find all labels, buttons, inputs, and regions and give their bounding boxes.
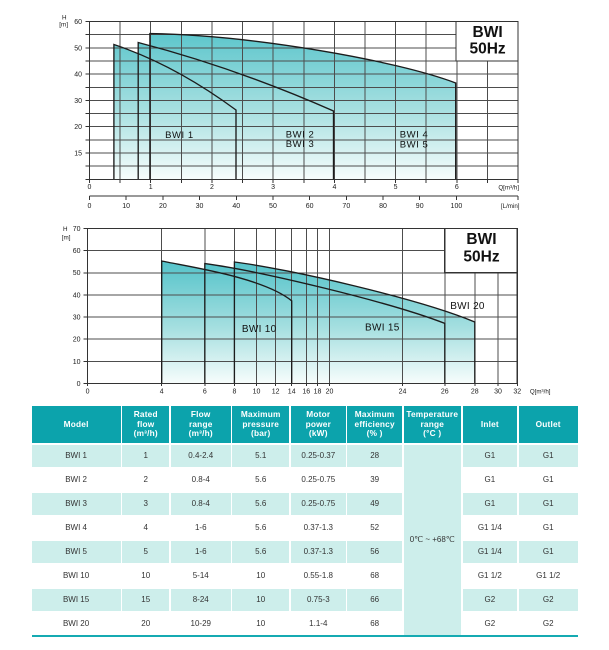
svg-text:1: 1 bbox=[149, 184, 153, 191]
svg-text:[m]: [m] bbox=[62, 235, 71, 242]
svg-text:Q[m³/h]: Q[m³/h] bbox=[498, 185, 519, 192]
svg-text:10: 10 bbox=[253, 389, 261, 396]
svg-text:10: 10 bbox=[73, 359, 81, 366]
svg-text:40: 40 bbox=[232, 203, 240, 210]
svg-text:0: 0 bbox=[88, 203, 92, 210]
svg-text:Q[m³/h]: Q[m³/h] bbox=[530, 389, 551, 396]
svg-text:0: 0 bbox=[88, 184, 92, 191]
svg-text:BWI 4: BWI 4 bbox=[400, 130, 429, 141]
svg-text:BWI 3: BWI 3 bbox=[286, 139, 315, 150]
svg-text:20: 20 bbox=[159, 203, 167, 210]
svg-text:18: 18 bbox=[314, 389, 322, 396]
svg-text:20: 20 bbox=[74, 124, 82, 131]
svg-text:4: 4 bbox=[332, 184, 336, 191]
svg-text:60: 60 bbox=[73, 248, 81, 255]
svg-text:50: 50 bbox=[269, 203, 277, 210]
svg-text:H: H bbox=[62, 15, 67, 22]
svg-text:BWI 10: BWI 10 bbox=[242, 324, 277, 335]
svg-text:BWI: BWI bbox=[466, 231, 496, 248]
svg-text:90: 90 bbox=[416, 203, 424, 210]
svg-text:12: 12 bbox=[272, 389, 280, 396]
svg-text:H: H bbox=[63, 226, 68, 233]
svg-text:0: 0 bbox=[86, 389, 90, 396]
svg-text:14: 14 bbox=[288, 389, 296, 396]
svg-text:80: 80 bbox=[379, 203, 387, 210]
svg-text:[L/min]: [L/min] bbox=[501, 203, 520, 210]
svg-text:70: 70 bbox=[73, 226, 81, 233]
svg-text:30: 30 bbox=[494, 389, 502, 396]
svg-text:[m]: [m] bbox=[59, 22, 68, 29]
svg-text:3: 3 bbox=[271, 184, 275, 191]
svg-text:50Hz: 50Hz bbox=[470, 41, 506, 58]
svg-text:50: 50 bbox=[74, 45, 82, 52]
svg-text:26: 26 bbox=[441, 389, 449, 396]
svg-text:10: 10 bbox=[122, 203, 130, 210]
svg-text:40: 40 bbox=[73, 292, 81, 299]
svg-text:8: 8 bbox=[232, 389, 236, 396]
svg-text:28: 28 bbox=[471, 389, 479, 396]
svg-text:30: 30 bbox=[73, 315, 81, 322]
svg-text:4: 4 bbox=[160, 389, 164, 396]
svg-text:24: 24 bbox=[399, 389, 407, 396]
svg-text:6: 6 bbox=[203, 389, 207, 396]
svg-text:20: 20 bbox=[326, 389, 334, 396]
svg-text:BWI: BWI bbox=[473, 24, 503, 41]
svg-text:BWI 5: BWI 5 bbox=[400, 139, 429, 150]
svg-text:60: 60 bbox=[306, 203, 314, 210]
svg-text:0: 0 bbox=[77, 381, 81, 388]
svg-text:6: 6 bbox=[455, 184, 459, 191]
svg-text:30: 30 bbox=[196, 203, 204, 210]
svg-text:32: 32 bbox=[513, 389, 521, 396]
svg-text:BWI 20: BWI 20 bbox=[450, 301, 485, 312]
svg-text:70: 70 bbox=[342, 203, 350, 210]
svg-text:30: 30 bbox=[74, 98, 82, 105]
svg-text:2: 2 bbox=[210, 184, 214, 191]
svg-text:100: 100 bbox=[451, 203, 463, 210]
svg-text:20: 20 bbox=[73, 337, 81, 344]
svg-text:50: 50 bbox=[73, 270, 81, 277]
svg-text:BWI 15: BWI 15 bbox=[365, 323, 400, 334]
svg-text:50Hz: 50Hz bbox=[463, 248, 499, 265]
svg-text:BWI 1: BWI 1 bbox=[165, 130, 194, 141]
svg-text:60: 60 bbox=[74, 19, 82, 26]
svg-text:15: 15 bbox=[74, 150, 82, 157]
svg-text:BWI 2: BWI 2 bbox=[286, 130, 315, 141]
svg-text:16: 16 bbox=[302, 389, 310, 396]
svg-text:5: 5 bbox=[394, 184, 398, 191]
svg-text:40: 40 bbox=[74, 72, 82, 79]
